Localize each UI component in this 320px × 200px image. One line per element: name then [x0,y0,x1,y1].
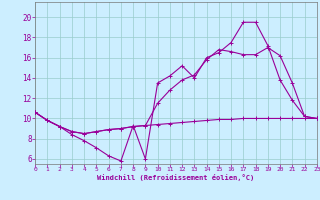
X-axis label: Windchill (Refroidissement éolien,°C): Windchill (Refroidissement éolien,°C) [97,174,255,181]
